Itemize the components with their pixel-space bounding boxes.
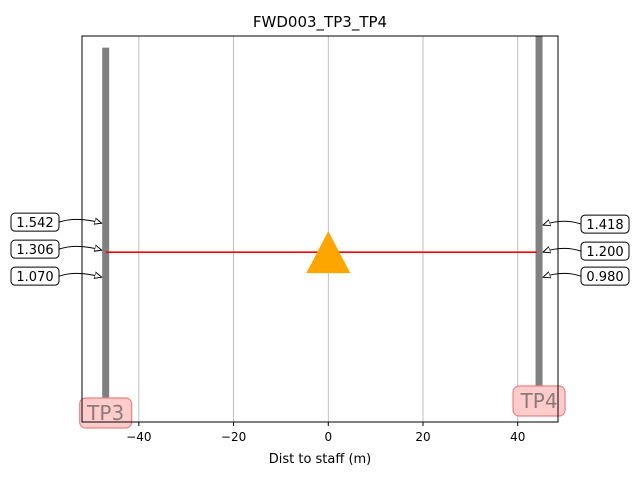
annotation-label: 1.418 <box>586 218 623 233</box>
annotation-box <box>10 212 60 232</box>
staff-tag-box <box>79 397 133 429</box>
staff-tag-box <box>512 385 566 417</box>
staff-tag-tp3: TP3 <box>79 397 133 429</box>
axes-frame <box>81 35 559 423</box>
annotation-box <box>580 214 630 234</box>
reading-annotation: 1.306 <box>10 239 102 259</box>
annotation-arrow <box>543 221 582 225</box>
annotation-label: 0.980 <box>586 270 623 285</box>
reading-annotation: 1.418 <box>543 214 630 234</box>
annotation-arrow <box>543 248 582 252</box>
annotation-box <box>580 241 630 261</box>
staff-tag-label: TP4 <box>520 389 558 413</box>
x-gridlines <box>138 36 519 422</box>
x-tick-label: 40 <box>510 430 525 444</box>
x-tick-label: 0 <box>324 430 332 444</box>
x-tick-label: 20 <box>415 430 430 444</box>
reading-annotation: 1.542 <box>10 212 102 232</box>
chart-title: FWD003_TP3_TP4 <box>253 13 387 32</box>
x-tick-label: −40 <box>126 430 151 444</box>
annotation-box <box>580 266 630 286</box>
annotation-arrow <box>543 273 582 277</box>
annotation-label: 1.542 <box>16 216 53 231</box>
annotation-arrow <box>58 273 102 277</box>
reading-annotation: 0.980 <box>543 266 630 286</box>
x-axis-label: Dist to staff (m) <box>269 452 372 467</box>
annotation-box <box>10 266 60 286</box>
staff-tag-tp4: TP4 <box>512 385 566 417</box>
annotation-label: 1.070 <box>16 270 53 285</box>
staff-tag-label: TP3 <box>86 401 124 425</box>
plot-area: 1.542 1.306 1.070 1.418 1.200 0.980 TP3 TP4 <box>10 36 630 429</box>
x-tick-label: −20 <box>221 430 246 444</box>
annotation-box <box>10 239 60 259</box>
reading-annotation: 1.200 <box>543 241 630 261</box>
annotation-label: 1.200 <box>586 245 623 260</box>
annotation-arrow <box>58 219 102 223</box>
annotation-label: 1.306 <box>16 243 53 258</box>
annotation-arrow <box>58 246 102 250</box>
x-axis: −40 −20 0 20 40 <box>126 422 525 444</box>
reading-annotation: 1.070 <box>10 266 102 286</box>
instrument-marker <box>306 231 351 274</box>
